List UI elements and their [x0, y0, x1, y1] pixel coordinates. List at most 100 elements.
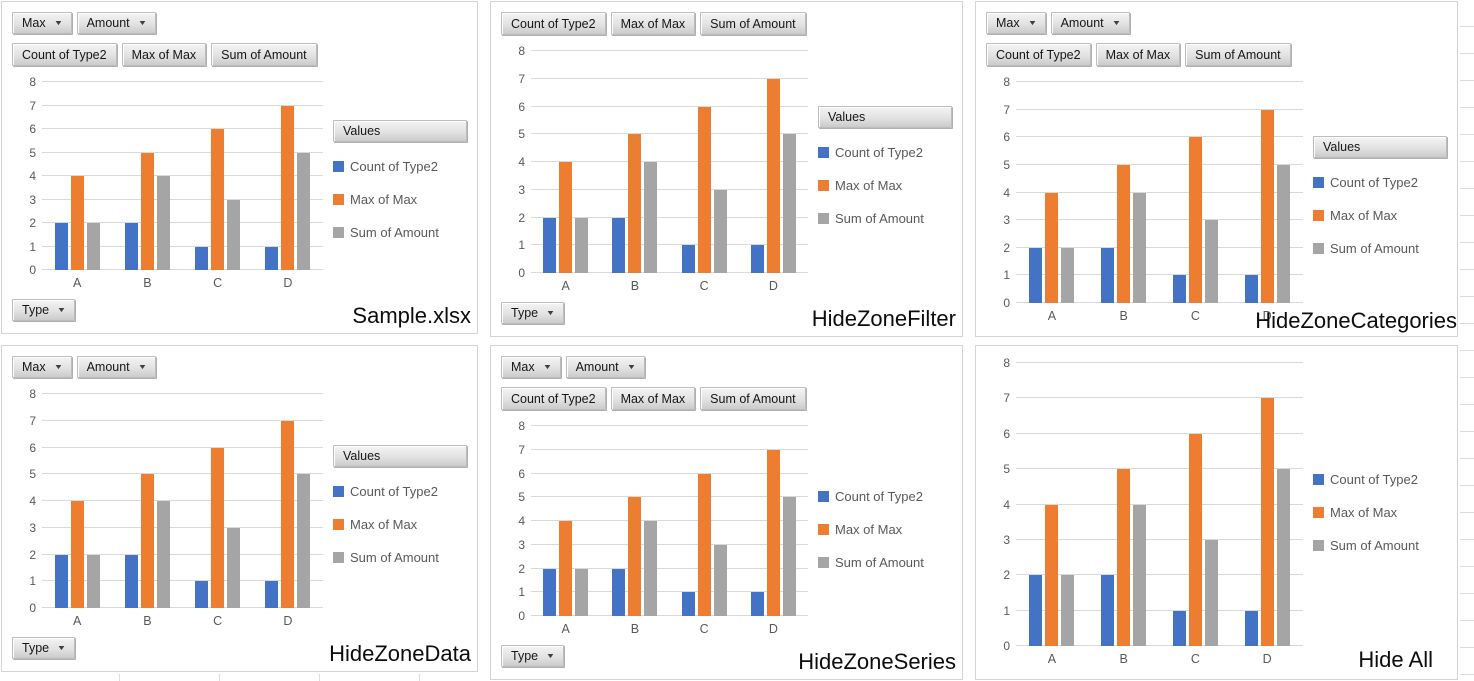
filter-button-amount[interactable]: Amount ▼ — [1050, 12, 1130, 34]
filter-button-amount[interactable]: Amount ▼ — [76, 12, 156, 34]
bar-count-of-type2-a — [54, 554, 68, 608]
x-axis-label-c: C — [1190, 651, 1200, 666]
chart-area: 0 1 2 3 4 5 6 7 8 A B C D Values Count of Type2 Max of … — [12, 385, 467, 633]
category-c — [1160, 82, 1232, 303]
bar-sum-of-amount-d — [1276, 469, 1290, 646]
legend-swatch-icon — [1313, 243, 1324, 254]
y-axis-tick-label: 6 — [518, 99, 525, 114]
dropdown-arrow-icon: ▼ — [1111, 19, 1121, 27]
filter-button-label: Max — [22, 16, 46, 30]
filter-button-amount[interactable]: Amount ▼ — [565, 356, 645, 378]
legend-label: Count of Type2 — [835, 488, 923, 504]
legend-item-max-of-max: Max of Max — [333, 517, 467, 532]
filter-button-max[interactable]: Max ▼ — [12, 356, 72, 378]
bar-sum-of-amount-c — [713, 544, 727, 616]
bar-group-b — [612, 51, 658, 273]
x-axis-label-a: A — [561, 621, 570, 636]
axis-button-row: Type ▼ — [501, 641, 952, 671]
bars-zone — [531, 426, 808, 616]
y-axis-tick-label: 4 — [1003, 497, 1010, 512]
pivot-chart-panel-sample-xlsx: Max ▼ Amount ▼ Count of Type2 Max of Max Sum o… — [1, 1, 478, 334]
legend-item-max-of-max: Max of Max — [1313, 505, 1447, 520]
bar-group-c — [195, 394, 241, 608]
bar-count-of-type2-a — [543, 568, 557, 616]
filter-button-max[interactable]: Max ▼ — [12, 12, 72, 34]
legend-item-sum-of-amount: Sum of Amount — [333, 225, 467, 240]
value-field-button-sum-of-amount[interactable]: Sum of Amount — [700, 12, 806, 35]
axis-field-button-type[interactable]: Type ▼ — [501, 302, 565, 324]
legend-label: Max of Max — [835, 521, 903, 537]
value-field-button-sum-of-amount[interactable]: Sum of Amount — [700, 387, 806, 410]
chart-legend: Count of Type2 Max of Max Sum of Amount — [816, 417, 952, 641]
values-header-button[interactable]: Values — [1313, 136, 1447, 158]
bar-max-of-max-c — [211, 447, 225, 608]
y-axis-tick-label: 7 — [29, 413, 36, 428]
filter-button-label: Amount — [86, 360, 130, 374]
gridline — [1016, 302, 1303, 303]
x-axis-label-b: B — [630, 278, 640, 293]
value-field-button-count-of-type2[interactable]: Count of Type2 — [501, 387, 606, 410]
bar-sum-of-amount-c — [227, 199, 241, 270]
plot-area: 0 1 2 3 4 5 6 7 8 — [988, 76, 1311, 309]
gridline — [42, 473, 323, 475]
value-field-button-max-of-max[interactable]: Max of Max — [610, 12, 696, 35]
filter-button-max[interactable]: Max ▼ — [986, 12, 1046, 34]
x-axis-label-b: B — [630, 621, 640, 636]
bar-count-of-type2-a — [54, 223, 68, 270]
bar-group-b — [124, 82, 170, 270]
plot-area: 0 1 2 3 4 5 6 7 8 — [503, 45, 816, 279]
bars-zone — [1016, 82, 1303, 303]
bar-max-of-max-a — [559, 162, 573, 273]
bars-zone — [531, 51, 808, 273]
axis-field-button-type[interactable]: Type ▼ — [501, 645, 565, 667]
value-field-button-count-of-type2[interactable]: Count of Type2 — [12, 43, 117, 66]
x-axis-label-c: C — [1190, 308, 1200, 323]
plot-area: 0 1 2 3 4 5 6 7 8 — [988, 357, 1311, 652]
gridline — [531, 567, 808, 569]
legend-swatch-icon — [333, 485, 344, 497]
category-b — [600, 426, 669, 616]
value-field-button-max-of-max[interactable]: Max of Max — [610, 387, 696, 410]
gridline — [531, 272, 808, 273]
value-field-button-max-of-max[interactable]: Max of Max — [1095, 43, 1181, 66]
values-header-button[interactable]: Values — [818, 105, 952, 128]
bar-max-of-max-a — [1045, 192, 1059, 303]
bar-max-of-max-d — [1260, 398, 1274, 646]
legend-label: Count of Type2 — [1330, 175, 1418, 190]
axis-field-button-type[interactable]: Type ▼ — [12, 299, 76, 321]
y-axis-tick-label: 4 — [518, 155, 525, 169]
legend-swatch-icon — [333, 226, 344, 238]
legend-item-count-of-type2: Count of Type2 — [1313, 472, 1447, 487]
chart-legend: Values Count of Type2 Max of Max Sum of Amo… — [816, 42, 952, 298]
plot-column: 0 1 2 3 4 5 6 7 8 A B C D — [12, 385, 331, 633]
plot-column: 0 1 2 3 4 5 6 7 8 A B C D — [501, 417, 816, 641]
gridline — [42, 419, 323, 421]
gridline — [1016, 609, 1303, 611]
panel-caption-hidezonecategories: HideZoneCategories — [1255, 308, 1457, 333]
category-c — [670, 426, 739, 616]
x-axis-label-a: A — [1047, 308, 1057, 323]
value-field-button-sum-of-amount[interactable]: Sum of Amount — [1185, 43, 1291, 66]
value-field-button-count-of-type2[interactable]: Count of Type2 — [986, 43, 1091, 66]
bar-group-a — [543, 426, 589, 616]
gridline — [1016, 191, 1303, 193]
axis-field-button-type[interactable]: Type ▼ — [12, 637, 76, 659]
value-field-button-count-of-type2[interactable]: Count of Type2 — [501, 12, 606, 35]
x-axis-label-d: D — [768, 278, 778, 293]
plot-column: 0 1 2 3 4 5 6 7 8 A B C D — [501, 42, 816, 298]
gridline — [1016, 538, 1303, 540]
y-axis-tick-label: 2 — [1003, 568, 1010, 583]
filter-button-amount[interactable]: Amount ▼ — [76, 356, 156, 378]
value-field-button-sum-of-amount[interactable]: Sum of Amount — [211, 43, 317, 66]
x-axis-label-a: A — [561, 278, 570, 293]
filter-button-max[interactable]: Max ▼ — [501, 356, 561, 378]
gridline — [1016, 246, 1303, 248]
y-axis-tick-label: 3 — [1003, 532, 1010, 547]
values-header-button[interactable]: Values — [333, 444, 467, 467]
values-header-button[interactable]: Values — [333, 119, 467, 142]
x-axis-labels: A B C D — [1016, 303, 1303, 328]
legend-label: Sum of Amount — [1330, 241, 1419, 256]
legend-item-max-of-max: Max of Max — [1313, 208, 1447, 223]
value-field-button-max-of-max[interactable]: Max of Max — [121, 43, 207, 66]
